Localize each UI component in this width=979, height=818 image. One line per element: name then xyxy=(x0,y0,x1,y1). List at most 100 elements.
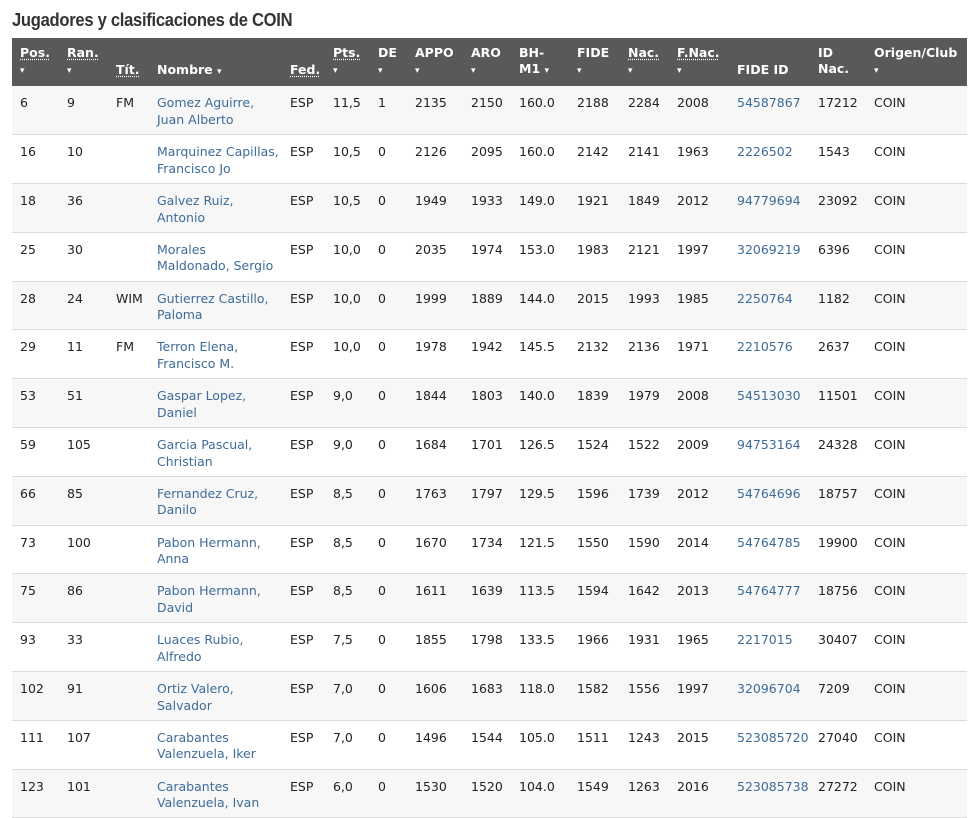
column-header-fide[interactable]: FIDE ▾ xyxy=(569,38,620,86)
player-name-link[interactable]: Carabantes Valenzuela, Iker xyxy=(157,729,256,762)
cell-idnac: 27272 xyxy=(818,778,858,794)
cell-tit: FM xyxy=(116,339,134,355)
cell-ran: 33 xyxy=(67,632,83,648)
cell-tit xyxy=(108,135,149,184)
column-label-fideid: FIDE ID xyxy=(737,62,789,77)
player-name-link[interactable]: Carabantes Valenzuela, Ivan xyxy=(157,778,260,811)
fide-id-link[interactable]: 2226502 xyxy=(737,144,793,160)
player-name-link[interactable]: Luaces Rubio, Alfredo xyxy=(157,632,244,664)
cell-aro: 1520 xyxy=(471,778,503,794)
player-name-link[interactable]: Marquinez Capillas, Francisco Jo xyxy=(157,144,279,176)
cell-pos: 75 xyxy=(20,583,36,599)
column-header-club[interactable]: Origen/Club ▾ xyxy=(866,38,967,86)
cell-club: COIN xyxy=(874,534,906,550)
sort-arrow-icon[interactable]: ▾ xyxy=(20,66,25,76)
sort-arrow-icon[interactable]: ▾ xyxy=(628,66,633,76)
column-header-bh[interactable]: BH- M1 ▾ xyxy=(511,38,569,86)
sort-arrow-icon[interactable]: ▾ xyxy=(415,66,420,76)
fide-id-link[interactable]: 94779694 xyxy=(737,193,801,209)
sort-arrow-icon[interactable]: ▾ xyxy=(544,66,550,76)
sort-arrow-icon[interactable]: ▾ xyxy=(874,66,879,76)
cell-tit xyxy=(108,525,149,574)
cell-nac: 1263 xyxy=(628,778,660,794)
fide-id-link[interactable]: 2217015 xyxy=(737,632,793,648)
cell-fnac: 2016 xyxy=(677,778,709,794)
cell-fnac: 1997 xyxy=(677,681,709,697)
table-row: 18 36 Galvez Ruiz, Antonio ESP 10,5 0 1949 1933… xyxy=(12,183,967,233)
cell-fnac: 2012 xyxy=(677,193,709,209)
cell-pos: 111 xyxy=(20,729,44,745)
cell-pts: 9,0 xyxy=(333,388,353,404)
cell-nac: 1739 xyxy=(628,485,660,501)
cell-ran: 9 xyxy=(67,95,75,110)
sort-arrow-icon[interactable]: ▾ xyxy=(577,66,582,76)
sort-arrow-icon[interactable]: ▾ xyxy=(677,66,682,76)
player-name-link[interactable]: Gomez Aguirre, Juan Alberto xyxy=(157,95,255,127)
column-header-pos[interactable]: Pos. ▾ xyxy=(12,38,59,86)
cell-pts: 8,5 xyxy=(333,485,353,501)
fide-id-link[interactable]: 523085720 xyxy=(737,729,809,745)
cell-fnac: 2013 xyxy=(677,583,709,599)
player-name-link[interactable]: Morales Maldonado, Sergio xyxy=(157,241,274,274)
cell-nombre: Pabon Hermann, Anna xyxy=(149,525,282,574)
fide-id-link[interactable]: 54764696 xyxy=(737,485,801,501)
fide-id-link[interactable]: 54513030 xyxy=(737,388,801,404)
column-header-nombre[interactable]: Nombre ▾ xyxy=(149,38,282,86)
player-name-link[interactable]: Gaspar Lopez, Daniel xyxy=(157,388,247,420)
cell-tit: WIM xyxy=(116,290,143,306)
column-header-pts[interactable]: Pts. ▾ xyxy=(325,38,370,86)
column-header-aro[interactable]: ARO ▾ xyxy=(463,38,511,86)
cell-pts: 10,5 xyxy=(333,144,361,160)
cell-pts: 10,0 xyxy=(333,339,361,355)
player-name-link[interactable]: Gutierrez Castillo, Paloma xyxy=(157,290,269,323)
player-name-link[interactable]: Pabon Hermann, Anna xyxy=(157,534,261,567)
player-name-link[interactable]: Fernandez Cruz, Danilo xyxy=(157,485,259,518)
column-label-club: Origen/Club xyxy=(874,45,958,60)
sort-arrow-icon[interactable]: ▾ xyxy=(67,66,72,76)
player-name-link[interactable]: Garcia Pascual, Christian xyxy=(157,437,253,469)
cell-de: 0 xyxy=(378,729,386,745)
sort-arrow-icon[interactable]: ▾ xyxy=(333,66,338,76)
cell-fideid: 523085720 xyxy=(729,720,810,769)
cell-idnac: 1543 xyxy=(818,144,850,160)
cell-appo: 2035 xyxy=(415,241,447,257)
cell-pos: 93 xyxy=(20,632,36,648)
sort-arrow-icon[interactable]: ▾ xyxy=(471,66,476,76)
sort-arrow-icon[interactable]: ▾ xyxy=(217,67,222,77)
cell-tit xyxy=(108,769,149,818)
fide-id-link[interactable]: 2250764 xyxy=(737,290,793,306)
column-header-de[interactable]: DE ▾ xyxy=(370,38,407,86)
cell-appo: 1949 xyxy=(415,193,447,209)
fide-id-link[interactable]: 54587867 xyxy=(737,95,801,110)
cell-fed: ESP xyxy=(290,193,314,209)
page-title: Jugadores y clasificaciones de COIN xyxy=(12,10,293,30)
fide-id-link[interactable]: 54764777 xyxy=(737,583,801,599)
fide-id-link[interactable]: 54764785 xyxy=(737,534,801,550)
fide-id-link[interactable]: 94753164 xyxy=(737,437,801,453)
cell-pts: 8,5 xyxy=(333,534,353,550)
cell-bh: 149.0 xyxy=(519,193,555,209)
fide-id-link[interactable]: 32096704 xyxy=(737,681,801,697)
column-header-ran[interactable]: Ran. ▾ xyxy=(59,38,108,86)
column-label-de: DE xyxy=(378,45,397,60)
fide-id-link[interactable]: 32069219 xyxy=(737,241,801,257)
column-header-appo[interactable]: APPO ▾ xyxy=(407,38,463,86)
player-name-link[interactable]: Pabon Hermann, David xyxy=(157,583,261,615)
cell-tit xyxy=(108,672,149,721)
cell-fide: 1839 xyxy=(577,388,609,404)
cell-pos: 102 xyxy=(20,681,44,697)
cell-de: 1 xyxy=(378,95,386,110)
fide-id-link[interactable]: 523085738 xyxy=(737,778,809,794)
player-name-link[interactable]: Terron Elena, Francisco M. xyxy=(157,339,239,371)
cell-appo: 2126 xyxy=(415,144,447,160)
cell-fed: ESP xyxy=(290,144,314,160)
fide-id-link[interactable]: 2210576 xyxy=(737,339,793,355)
sort-arrow-icon[interactable]: ▾ xyxy=(378,66,383,76)
column-header-fnac[interactable]: F.Nac. ▾ xyxy=(669,38,729,86)
player-name-link[interactable]: Galvez Ruiz, Antonio xyxy=(157,193,234,225)
cell-nac: 1522 xyxy=(628,437,660,453)
player-name-link[interactable]: Ortiz Valero, Salvador xyxy=(157,681,234,713)
cell-appo: 1496 xyxy=(415,729,447,745)
column-header-nac[interactable]: Nac. ▾ xyxy=(620,38,669,86)
cell-fed: ESP xyxy=(290,778,314,794)
